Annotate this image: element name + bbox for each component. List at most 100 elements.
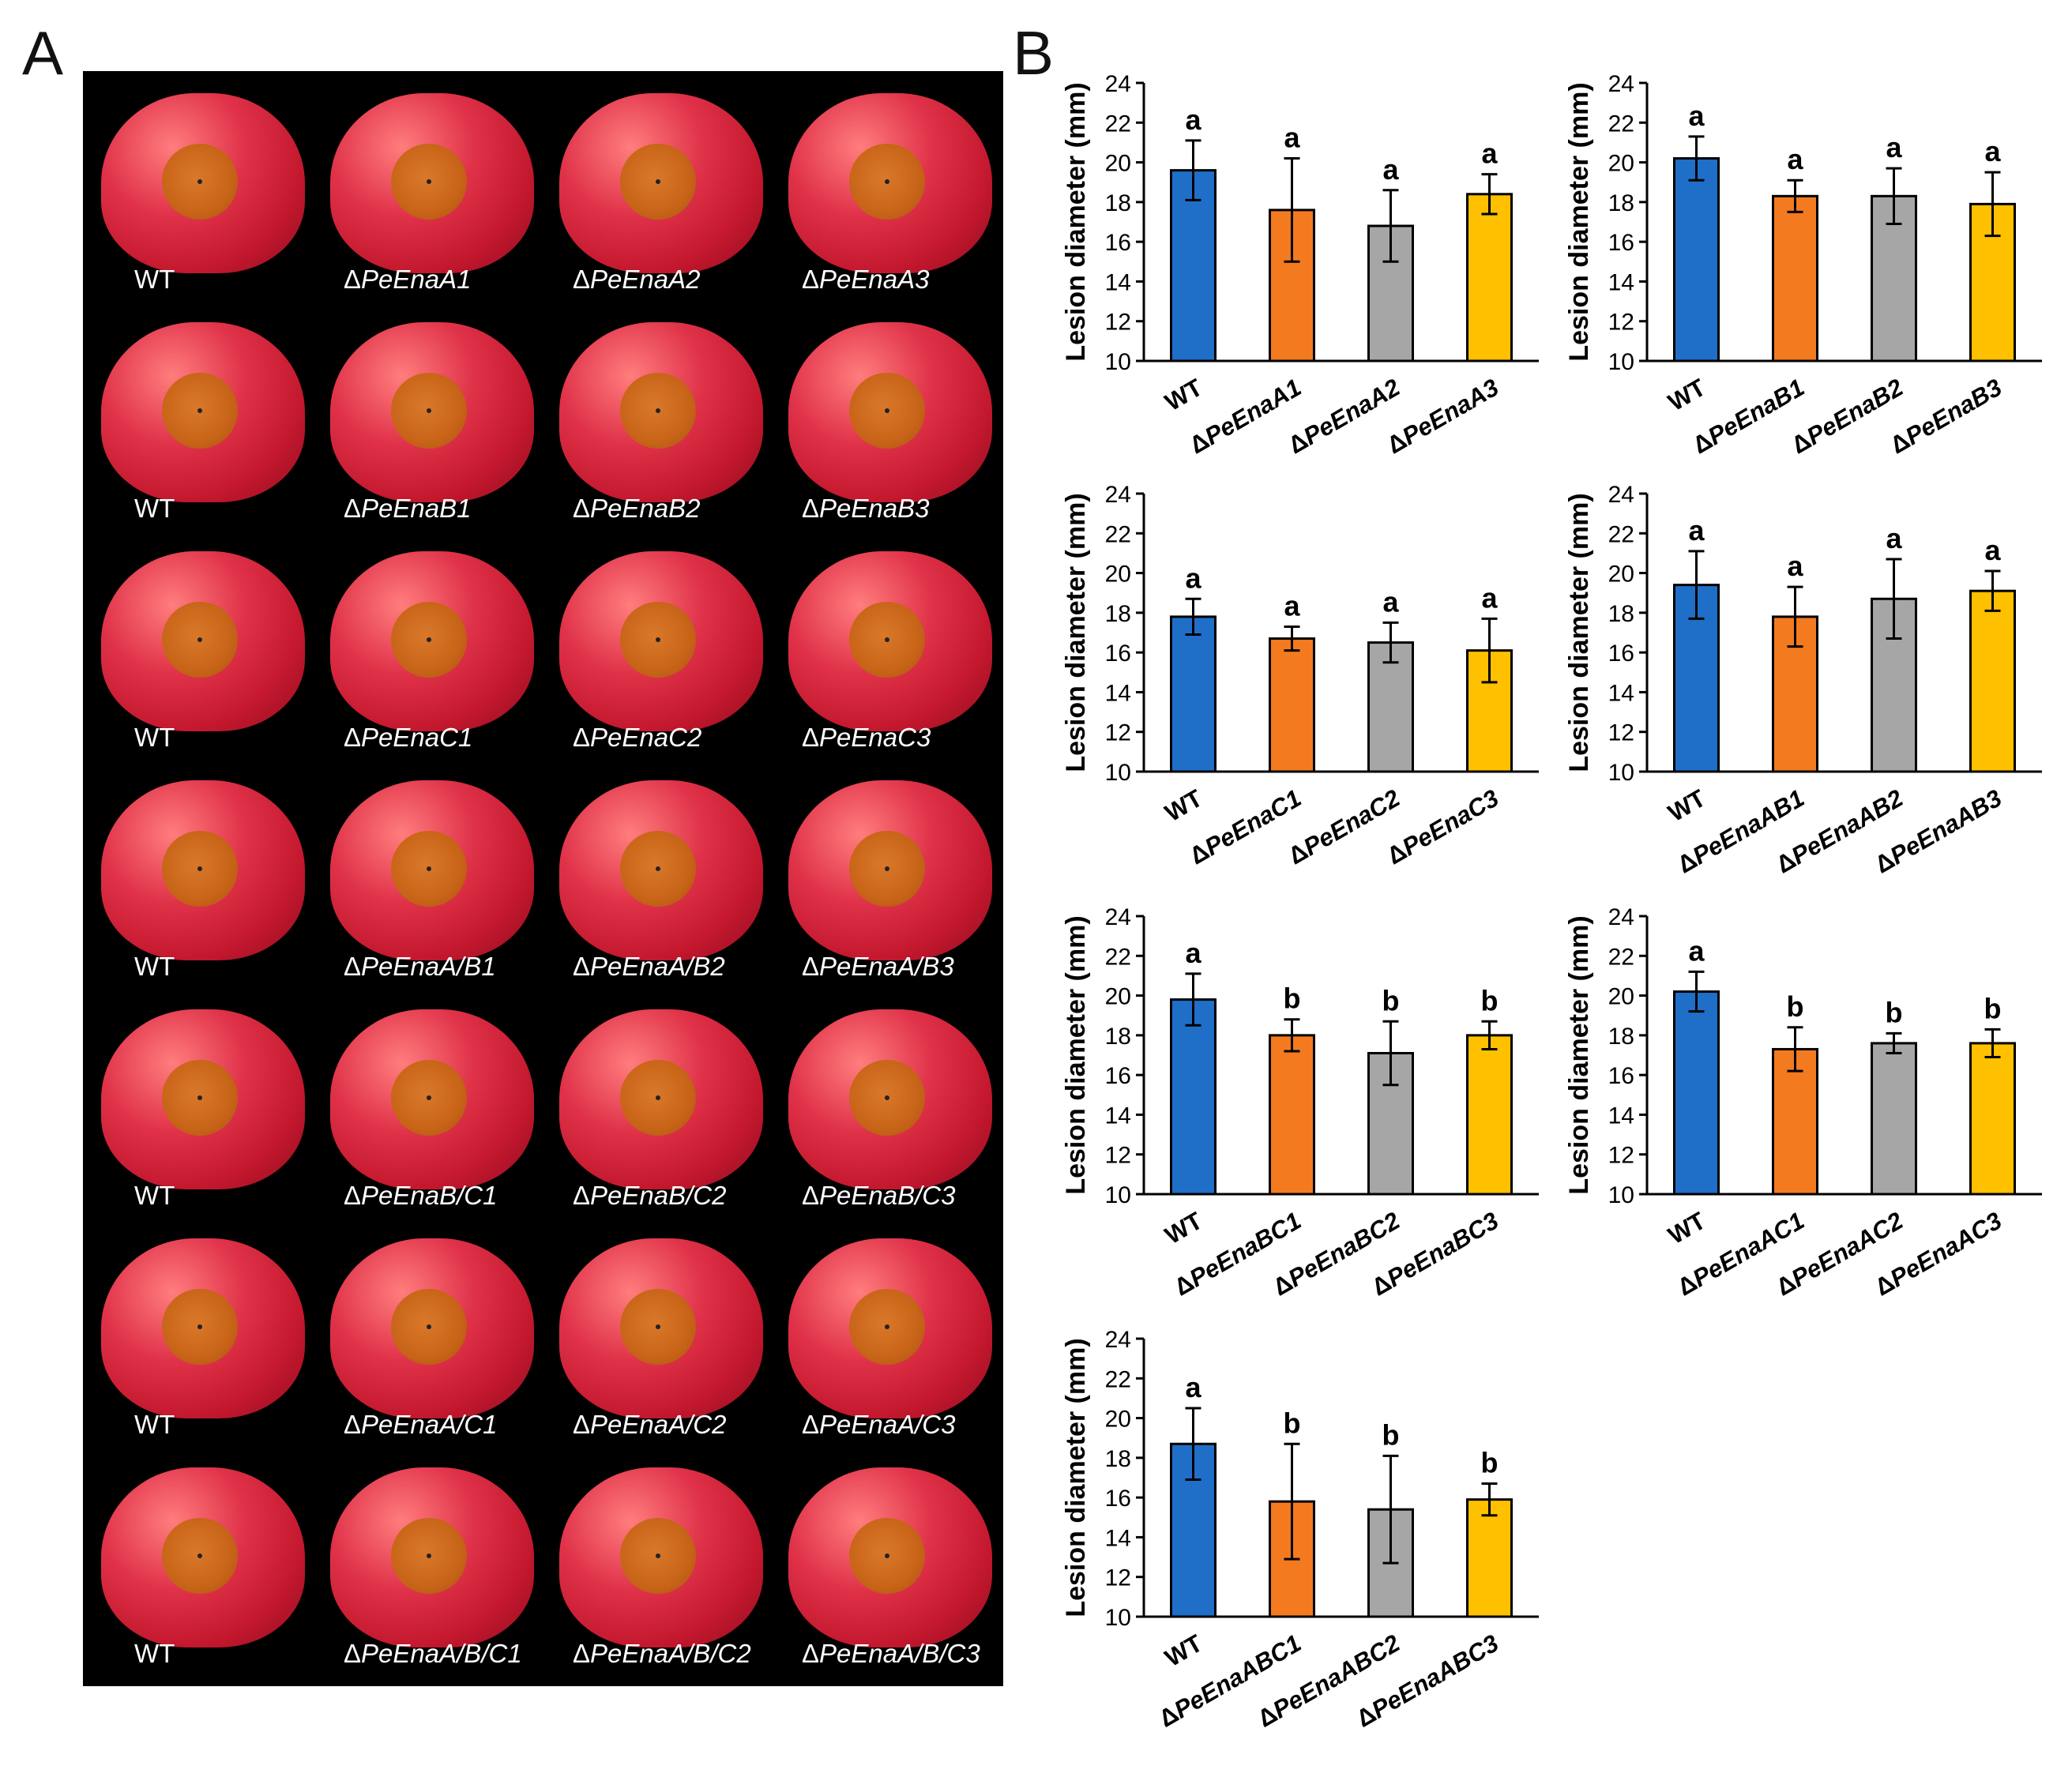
significance-letter: a bbox=[1688, 514, 1705, 547]
inoculation-point bbox=[427, 866, 431, 871]
strain-label: ΔPeEnaA/B2 bbox=[573, 952, 725, 981]
bar bbox=[1871, 1042, 1917, 1196]
y-tick-label: 22 bbox=[1105, 111, 1131, 137]
lesion-spot bbox=[849, 144, 925, 220]
y-tick-label: 22 bbox=[1105, 1366, 1131, 1392]
significance-letter: b bbox=[1284, 982, 1301, 1015]
significance-letter: a bbox=[1284, 589, 1300, 622]
lesion-spot bbox=[162, 1289, 238, 1365]
y-tick-label: 14 bbox=[1105, 1525, 1131, 1551]
significance-letter: b bbox=[1886, 996, 1903, 1028]
x-tick-label: ΔPeEnaC2 bbox=[1284, 784, 1405, 870]
bar bbox=[1170, 169, 1217, 363]
significance-letter: a bbox=[1787, 550, 1803, 582]
y-tick-label: 20 bbox=[1608, 151, 1634, 177]
significance-letter: a bbox=[1185, 1371, 1201, 1403]
y-axis-label: Lesion diameter (mm) bbox=[1564, 493, 1594, 772]
apple-photo bbox=[330, 780, 534, 960]
panel-letter-b: B bbox=[1013, 18, 1055, 88]
x-tick-label: WT bbox=[1664, 374, 1710, 416]
lesion-spot bbox=[620, 1060, 696, 1136]
y-tick-label: 16 bbox=[1105, 1063, 1131, 1089]
strain-label: ΔPeEnaA/C3 bbox=[802, 1410, 956, 1439]
x-tick-label: ΔPeEnaC3 bbox=[1382, 784, 1503, 870]
y-tick-label: 14 bbox=[1105, 269, 1131, 295]
lesion-spot bbox=[620, 602, 696, 678]
strain-label: WT bbox=[134, 952, 175, 981]
lesion-spot bbox=[620, 144, 696, 220]
inoculation-point bbox=[656, 1324, 660, 1329]
lesion-spot bbox=[162, 1518, 238, 1594]
inoculation-point bbox=[885, 1095, 889, 1100]
strain-label: WT bbox=[134, 1410, 175, 1439]
significance-letter: a bbox=[1688, 100, 1705, 132]
lesion-spot bbox=[391, 1518, 467, 1594]
y-tick-label: 14 bbox=[1608, 269, 1634, 295]
y-tick-label: 18 bbox=[1105, 1446, 1131, 1472]
significance-letter: b bbox=[1284, 1407, 1301, 1439]
inoculation-point bbox=[427, 637, 431, 642]
y-tick-label: 22 bbox=[1105, 944, 1131, 970]
y-tick-label: 12 bbox=[1105, 1565, 1131, 1591]
apple-photo bbox=[101, 322, 305, 502]
y-tick-label: 10 bbox=[1608, 760, 1634, 786]
lesion-spot bbox=[849, 602, 925, 678]
bar bbox=[1772, 194, 1818, 363]
strain-label: ΔPeEnaB/C2 bbox=[573, 1181, 727, 1210]
y-axis-label: Lesion diameter (mm) bbox=[1564, 82, 1594, 361]
x-tick-label: WT bbox=[1160, 374, 1207, 416]
strain-label: ΔPeEnaB3 bbox=[802, 494, 930, 523]
y-tick-label: 24 bbox=[1105, 904, 1131, 930]
x-tick-label: WT bbox=[1664, 784, 1710, 827]
y-tick-label: 16 bbox=[1608, 641, 1634, 667]
bar bbox=[1673, 157, 1720, 363]
y-tick-label: 10 bbox=[1105, 760, 1131, 786]
y-tick-label: 16 bbox=[1608, 1063, 1634, 1089]
strain-label: ΔPeEnaC1 bbox=[344, 723, 473, 752]
y-tick-label: 12 bbox=[1608, 720, 1634, 746]
bar bbox=[1673, 990, 1720, 1196]
inoculation-point bbox=[656, 1553, 660, 1558]
inoculation-point bbox=[197, 1095, 202, 1100]
y-tick-label: 12 bbox=[1105, 1143, 1131, 1169]
strain-label: WT bbox=[134, 265, 175, 294]
y-tick-label: 20 bbox=[1105, 151, 1131, 177]
bar bbox=[1466, 1034, 1513, 1196]
y-tick-label: 22 bbox=[1608, 944, 1634, 970]
strain-label: ΔPeEnaB/C3 bbox=[802, 1181, 956, 1210]
significance-letter: a bbox=[1481, 137, 1498, 170]
strain-label: ΔPeEnaB1 bbox=[344, 494, 472, 523]
strain-label: WT bbox=[134, 723, 175, 752]
lesion-spot bbox=[849, 373, 925, 449]
apple-photo bbox=[559, 780, 763, 960]
y-tick-label: 24 bbox=[1608, 71, 1634, 97]
inoculation-point bbox=[197, 1553, 202, 1558]
strain-label: ΔPeEnaC3 bbox=[802, 723, 931, 752]
inoculation-point bbox=[427, 179, 431, 184]
lesion-spot bbox=[620, 373, 696, 449]
strain-label: ΔPeEnaA/B1 bbox=[344, 952, 496, 981]
y-tick-label: 16 bbox=[1608, 230, 1634, 256]
x-tick-label: ΔPeEnaB2 bbox=[1787, 374, 1908, 460]
apple-photo bbox=[559, 1467, 763, 1647]
apple-photo bbox=[101, 1467, 305, 1647]
lesion-spot bbox=[620, 1289, 696, 1365]
y-tick-label: 10 bbox=[1608, 1182, 1634, 1208]
lesion-spot bbox=[162, 373, 238, 449]
strain-label: ΔPeEnaA1 bbox=[344, 265, 472, 294]
strain-label: WT bbox=[134, 1181, 175, 1210]
x-tick-label: ΔPeEnaB1 bbox=[1688, 374, 1809, 460]
x-tick-label: ΔPeEnaB3 bbox=[1886, 374, 2006, 460]
bar bbox=[1969, 1042, 2016, 1196]
y-tick-label: 16 bbox=[1105, 641, 1131, 667]
x-tick-label: ΔPeEnaA1 bbox=[1185, 374, 1306, 460]
lesion-spot bbox=[391, 1060, 467, 1136]
inoculation-point bbox=[427, 1095, 431, 1100]
panel-letter-a: A bbox=[22, 18, 64, 88]
inoculation-point bbox=[197, 179, 202, 184]
y-tick-label: 24 bbox=[1608, 482, 1634, 508]
y-tick-label: 20 bbox=[1608, 562, 1634, 588]
significance-letter: b bbox=[1984, 992, 2002, 1024]
significance-letter: a bbox=[1284, 122, 1300, 154]
y-tick-label: 18 bbox=[1105, 601, 1131, 627]
